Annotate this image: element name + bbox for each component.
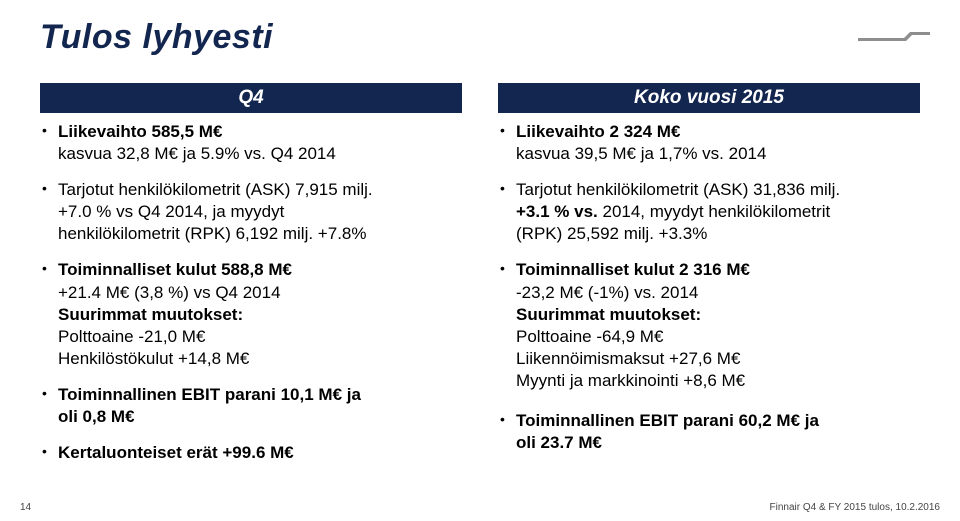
text: Kertaluonteiset erät +99.6 M€ — [58, 443, 294, 462]
fy-list: Liikevaihto 2 324 M€ kasvua 39,5 M€ ja 1… — [498, 121, 920, 454]
text: Toiminnalliset kulut 588,8 M€ — [58, 260, 292, 279]
text: Suurimmat muutokset: — [516, 305, 701, 324]
text: Suurimmat muutokset: — [58, 305, 243, 324]
list-item: Liikevaihto 2 324 M€ kasvua 39,5 M€ ja 1… — [498, 121, 920, 165]
text: henkilökilometrit (RPK) 6,192 milj. +7.8… — [58, 224, 366, 243]
text: (RPK) 25,592 milj. +3.3% — [516, 224, 707, 243]
q4-header: Q4 — [40, 83, 462, 113]
fy-header: Koko vuosi 2015 — [498, 83, 920, 113]
list-item: Kertaluonteiset erät +99.6 M€ — [40, 442, 462, 464]
slide-footer: 14 Finnair Q4 & FY 2015 tulos, 10.2.2016 — [20, 502, 940, 513]
sub-item: Polttoaine -64,9 M€ — [516, 326, 920, 348]
list-item: Toiminnalliset kulut 588,8 M€ +21.4 M€ (… — [40, 259, 462, 369]
text: Toiminnallinen EBIT parani 10,1 M€ ja — [58, 385, 361, 404]
q4-list: Liikevaihto 585,5 M€ kasvua 32,8 M€ ja 5… — [40, 121, 462, 464]
text: kasvua 32,8 M€ ja 5.9% vs. Q4 2014 — [58, 144, 336, 163]
columns: Q4 Liikevaihto 585,5 M€ kasvua 32,8 M€ j… — [40, 83, 920, 478]
text: kasvua 39,5 M€ ja 1,7% vs. 2014 — [516, 144, 766, 163]
text: Tarjotut henkilökilometrit (ASK) 7,915 m… — [58, 180, 373, 199]
footer-text: Finnair Q4 & FY 2015 tulos, 10.2.2016 — [770, 502, 940, 513]
text: Tarjotut henkilökilometrit (ASK) 31,836 … — [516, 180, 840, 199]
list-item: Tarjotut henkilökilometrit (ASK) 7,915 m… — [40, 179, 462, 245]
page-number: 14 — [20, 502, 31, 513]
list-item: Toiminnalliset kulut 2 316 M€ -23,2 M€ (… — [498, 259, 920, 392]
text: 2014, myydyt henkilökilometrit — [598, 202, 830, 221]
text: -23,2 M€ (-1%) vs. 2014 — [516, 283, 698, 302]
text: oli 0,8 M€ — [58, 407, 135, 426]
text: +21.4 M€ (3,8 %) vs Q4 2014 — [58, 283, 281, 302]
text: +3.1 % vs. — [516, 202, 598, 221]
text: Toiminnallinen EBIT parani 60,2 M€ ja — [516, 411, 819, 430]
text: Liikevaihto 585,5 M€ — [58, 122, 222, 141]
column-fy: Koko vuosi 2015 Liikevaihto 2 324 M€ kas… — [498, 83, 920, 478]
text: +7.0 % vs Q4 2014, ja myydyt — [58, 202, 284, 221]
list-item: Toiminnallinen EBIT parani 60,2 M€ ja ol… — [498, 410, 920, 454]
brand-logo — [858, 26, 930, 49]
slide-root: Tulos lyhyesti Q4 Liikevaihto 585,5 M€ k… — [0, 0, 960, 521]
sub-item: Myynti ja markkinointi +8,6 M€ — [516, 370, 920, 392]
page-title: Tulos lyhyesti — [40, 18, 920, 57]
text: oli 23.7 M€ — [516, 433, 602, 452]
list-item: Liikevaihto 585,5 M€ kasvua 32,8 M€ ja 5… — [40, 121, 462, 165]
sub-item: Polttoaine -21,0 M€ — [58, 326, 462, 348]
sub-item: Liikennöimismaksut +27,6 M€ — [516, 348, 920, 370]
list-item: Tarjotut henkilökilometrit (ASK) 31,836 … — [498, 179, 920, 245]
text: Liikevaihto 2 324 M€ — [516, 122, 680, 141]
text: Toiminnalliset kulut 2 316 M€ — [516, 260, 750, 279]
list-item: Toiminnallinen EBIT parani 10,1 M€ ja ol… — [40, 384, 462, 428]
column-q4: Q4 Liikevaihto 585,5 M€ kasvua 32,8 M€ j… — [40, 83, 462, 478]
sub-item: Henkilöstökulut +14,8 M€ — [58, 348, 462, 370]
